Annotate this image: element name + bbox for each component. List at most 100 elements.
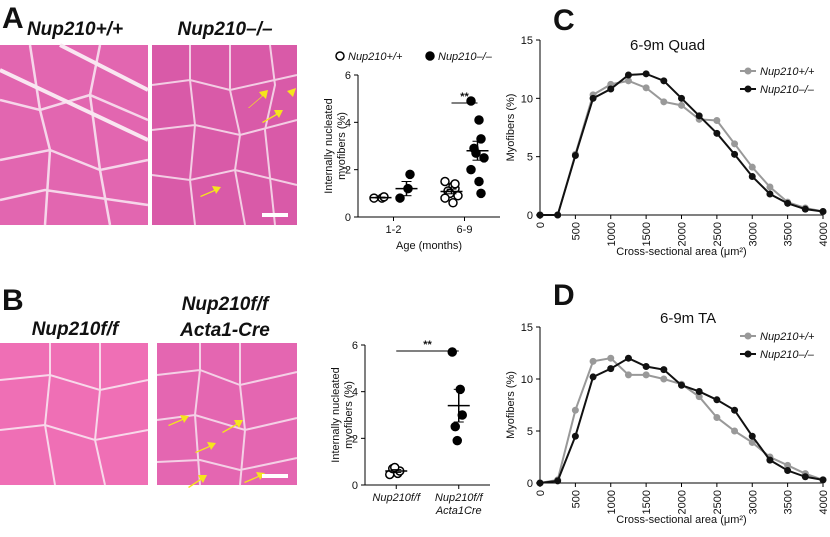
data-point <box>766 456 774 464</box>
micrograph <box>0 343 149 486</box>
data-point <box>678 94 685 102</box>
y-axis-label: Internally nucleatedmyofibers (%) <box>323 98 348 193</box>
data-point <box>695 393 703 401</box>
data-point <box>450 421 460 432</box>
data-point <box>571 432 579 440</box>
y-axis-label-line: Internally nucleated <box>323 98 335 193</box>
data-point <box>713 129 721 137</box>
y-tick-label: 0 <box>352 480 358 492</box>
data-point <box>713 117 721 124</box>
data-point <box>642 84 650 92</box>
data-point <box>607 85 615 93</box>
data-point <box>624 77 632 85</box>
data-point <box>624 371 632 379</box>
y-tick-label: 15 <box>521 35 533 47</box>
y-axis-label: Myofibers (%) <box>505 94 517 162</box>
y-axis-label-line: myofibers (%) <box>336 112 348 180</box>
legend-label: Nup210+/+ <box>348 51 403 63</box>
data-point <box>589 94 597 102</box>
data-point <box>660 366 668 374</box>
data-point <box>748 163 756 171</box>
data-point <box>748 173 756 180</box>
y-tick-label: 5 <box>527 426 533 438</box>
scale-bar <box>262 213 288 217</box>
image-label: Nup210–/– <box>177 19 272 40</box>
x-tick-label: 3000 <box>747 490 759 514</box>
data-point <box>678 381 685 389</box>
scale-bar <box>262 474 288 478</box>
legend-marker <box>744 85 752 93</box>
arrows <box>168 88 296 488</box>
data-point <box>819 476 827 484</box>
data-point <box>571 406 579 414</box>
data-point <box>642 371 650 379</box>
y-tick-label: 4 <box>345 117 351 129</box>
data-point <box>466 164 476 175</box>
x-tick-label: Nup210f/f <box>372 492 421 504</box>
data-point <box>801 205 809 213</box>
y-tick-label: 6 <box>345 70 351 82</box>
data-point <box>536 479 544 487</box>
x-tick-label: Acta1Cre <box>435 505 482 517</box>
data-point <box>405 169 415 180</box>
legend-marker <box>744 350 752 358</box>
x-tick-label: 2000 <box>677 490 689 514</box>
data-point <box>731 140 739 148</box>
chart-title: 6-9m Quad <box>630 37 705 54</box>
x-tick-label: 0 <box>535 490 547 496</box>
x-tick-label: 1500 <box>641 490 653 514</box>
y-axis-label: Internally nucleatedmyofibers (%) <box>330 367 355 462</box>
x-axis-label: Age (months) <box>396 240 462 252</box>
panel-label: D <box>553 279 575 312</box>
data-point <box>474 115 484 125</box>
data-point <box>695 112 703 120</box>
x-axis-label: Cross-sectional area (μm²) <box>616 246 746 258</box>
data-point <box>452 435 462 446</box>
data-point <box>624 354 632 362</box>
data-point <box>554 211 562 219</box>
data-point <box>571 152 579 159</box>
data-point <box>784 467 792 475</box>
legend-label: Nup210–/– <box>760 84 815 96</box>
legend-marker <box>425 51 435 61</box>
x-tick-label: 2500 <box>712 490 724 514</box>
x-axis-label: Cross-sectional area (μm²) <box>616 514 746 526</box>
data-point <box>713 413 721 421</box>
data-point <box>642 363 650 371</box>
y-tick-label: 0 <box>527 210 533 222</box>
micrograph <box>151 44 298 226</box>
data-point <box>453 190 463 201</box>
data-point <box>660 375 668 383</box>
legend-label: Nup210–/– <box>438 51 493 63</box>
x-tick-label: 4000 <box>818 222 830 246</box>
data-point <box>784 199 792 207</box>
data-point <box>447 347 457 357</box>
data-point <box>731 406 739 414</box>
legend-marker <box>744 67 752 75</box>
y-tick-label: 2 <box>352 433 358 445</box>
micrograph <box>156 343 298 486</box>
data-point <box>476 188 486 199</box>
data-point <box>642 70 650 78</box>
x-tick-label: 1000 <box>606 222 618 246</box>
y-tick-label: 6 <box>352 340 358 352</box>
significance-label: ** <box>423 339 432 351</box>
data-point <box>713 396 721 404</box>
y-tick-label: 2 <box>345 165 351 177</box>
data-point <box>695 387 703 395</box>
x-tick-label: 1000 <box>606 490 618 514</box>
x-tick-label: 1500 <box>641 222 653 246</box>
data-point <box>440 176 450 187</box>
data-point <box>536 211 544 219</box>
image-label: Nup210f/f <box>182 294 270 315</box>
x-tick-label: 2500 <box>712 222 724 246</box>
data-point <box>678 101 685 109</box>
y-axis-label-line: Internally nucleated <box>330 367 342 462</box>
x-tick-label: 2000 <box>677 222 689 246</box>
y-tick-label: 15 <box>521 322 533 334</box>
data-point <box>766 183 774 191</box>
data-point <box>554 477 562 485</box>
data-point <box>607 354 615 362</box>
data-point <box>589 357 597 365</box>
